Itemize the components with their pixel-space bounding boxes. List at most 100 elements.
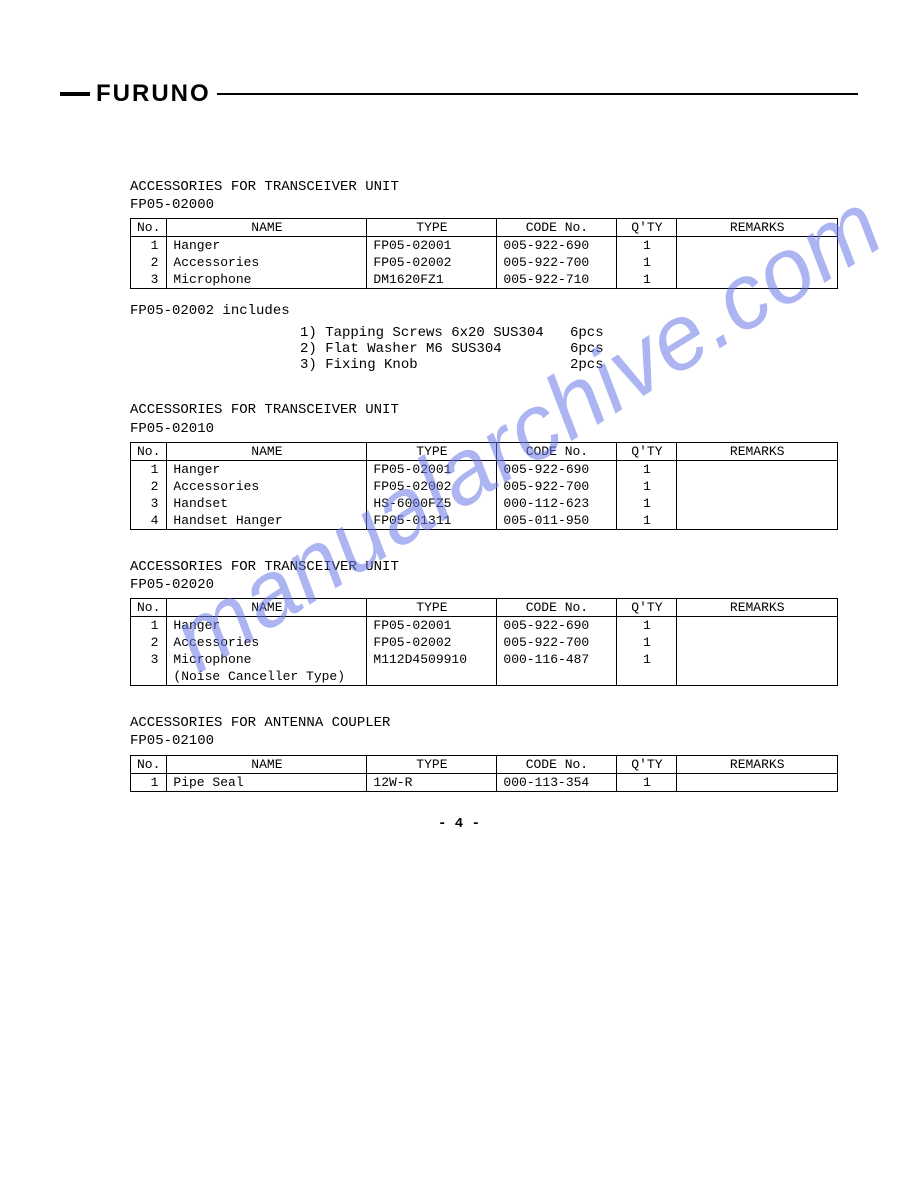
col-header-type: TYPE xyxy=(367,755,497,773)
cell-type: 12W-R xyxy=(367,773,497,791)
col-header-no: No. xyxy=(131,219,167,237)
cell-code: 005-922-690 xyxy=(497,617,617,635)
cell-remarks xyxy=(677,254,838,271)
table-row: 3 Microphone M112D4509910 000-116-487 1 xyxy=(131,651,838,668)
parts-table: No. NAME TYPE CODE No. Q'TY REMARKS 1 Ha… xyxy=(130,442,838,530)
cell-no: 2 xyxy=(131,634,167,651)
section-02010: ACCESSORIES FOR TRANSCEIVER UNIT FP05-02… xyxy=(130,401,838,529)
cell-code: 000-116-487 xyxy=(497,651,617,668)
includes-list: 1) Tapping Screws 6x20 SUS304 6pcs 2) Fl… xyxy=(300,325,838,373)
cell-name: Pipe Seal xyxy=(167,773,367,791)
cell-type: FP05-02002 xyxy=(367,634,497,651)
section-title: ACCESSORIES FOR TRANSCEIVER UNIT FP05-02… xyxy=(130,178,838,214)
title-line-2: FP05-02000 xyxy=(130,196,838,214)
table-row: 2 Accessories FP05-02002 005-922-700 1 xyxy=(131,634,838,651)
cell-no: 1 xyxy=(131,773,167,791)
cell-qty: 1 xyxy=(617,617,677,635)
cell-type: FP05-02001 xyxy=(367,460,497,478)
includes-qty: 6pcs xyxy=(570,341,630,357)
cell-remarks xyxy=(677,495,838,512)
col-header-qty: Q'TY xyxy=(617,442,677,460)
table-row: 2 Accessories FP05-02002 005-922-700 1 xyxy=(131,254,838,271)
cell-code: 000-113-354 xyxy=(497,773,617,791)
header-rule: FURUNO xyxy=(60,80,858,108)
col-header-code: CODE No. xyxy=(497,442,617,460)
includes-item: 1) Tapping Screws 6x20 SUS304 6pcs xyxy=(300,325,838,341)
title-line-1: ACCESSORIES FOR TRANSCEIVER UNIT xyxy=(130,401,838,419)
col-header-name: NAME xyxy=(167,219,367,237)
cell-remarks xyxy=(677,512,838,530)
col-header-code: CODE No. xyxy=(497,219,617,237)
cell-no: 1 xyxy=(131,460,167,478)
cell-qty: 1 xyxy=(617,651,677,668)
cell-name: Handset Hanger xyxy=(167,512,367,530)
parts-table: No. NAME TYPE CODE No. Q'TY REMARKS 1 Pi… xyxy=(130,755,838,792)
cell-code: 005-922-700 xyxy=(497,254,617,271)
table-row: 1 Hanger FP05-02001 005-922-690 1 xyxy=(131,617,838,635)
cell-type: FP05-02001 xyxy=(367,237,497,255)
col-header-qty: Q'TY xyxy=(617,219,677,237)
cell-no: 1 xyxy=(131,237,167,255)
table-row: 1 Hanger FP05-02001 005-922-690 1 xyxy=(131,460,838,478)
col-header-no: No. xyxy=(131,599,167,617)
col-header-remarks: REMARKS xyxy=(677,599,838,617)
cell-remarks xyxy=(677,271,838,289)
col-header-name: NAME xyxy=(167,599,367,617)
cell-remarks xyxy=(677,773,838,791)
includes-desc: 2) Flat Washer M6 SUS304 xyxy=(300,341,570,357)
cell-remarks xyxy=(677,478,838,495)
table-row: (Noise Canceller Type) xyxy=(131,668,838,686)
includes-item: 2) Flat Washer M6 SUS304 6pcs xyxy=(300,341,838,357)
parts-table: No. NAME TYPE CODE No. Q'TY REMARKS 1 Ha… xyxy=(130,218,838,289)
cell-no: 3 xyxy=(131,271,167,289)
page-number: - 4 - xyxy=(0,816,918,832)
cell-qty xyxy=(617,668,677,686)
cell-remarks xyxy=(677,460,838,478)
cell-name: Accessories xyxy=(167,254,367,271)
cell-remarks xyxy=(677,668,838,686)
includes-label: FP05-02002 includes xyxy=(130,303,838,319)
table-header-row: No. NAME TYPE CODE No. Q'TY REMARKS xyxy=(131,599,838,617)
cell-no: 4 xyxy=(131,512,167,530)
includes-desc: 1) Tapping Screws 6x20 SUS304 xyxy=(300,325,570,341)
cell-no: 1 xyxy=(131,617,167,635)
table-row: 3 Microphone DM1620FZ1 005-922-710 1 xyxy=(131,271,838,289)
col-header-no: No. xyxy=(131,755,167,773)
cell-qty: 1 xyxy=(617,254,677,271)
cell-type: HS-6000FZ5 xyxy=(367,495,497,512)
cell-remarks xyxy=(677,617,838,635)
cell-code: 005-922-690 xyxy=(497,237,617,255)
table-row: 3 Handset HS-6000FZ5 000-112-623 1 xyxy=(131,495,838,512)
col-header-code: CODE No. xyxy=(497,599,617,617)
table-row: 1 Pipe Seal 12W-R 000-113-354 1 xyxy=(131,773,838,791)
cell-no: 3 xyxy=(131,495,167,512)
col-header-remarks: REMARKS xyxy=(677,442,838,460)
title-line-2: FP05-02010 xyxy=(130,420,838,438)
section-title: ACCESSORIES FOR TRANSCEIVER UNIT FP05-02… xyxy=(130,558,838,594)
cell-name: Hanger xyxy=(167,237,367,255)
table-header-row: No. NAME TYPE CODE No. Q'TY REMARKS xyxy=(131,755,838,773)
cell-no: 3 xyxy=(131,651,167,668)
includes-desc: 3) Fixing Knob xyxy=(300,357,570,373)
title-line-1: ACCESSORIES FOR TRANSCEIVER UNIT xyxy=(130,178,838,196)
col-header-name: NAME xyxy=(167,755,367,773)
cell-name: Hanger xyxy=(167,617,367,635)
cell-remarks xyxy=(677,651,838,668)
cell-code xyxy=(497,668,617,686)
section-02000: ACCESSORIES FOR TRANSCEIVER UNIT FP05-02… xyxy=(130,178,838,373)
cell-name: Microphone xyxy=(167,271,367,289)
section-02100: ACCESSORIES FOR ANTENNA COUPLER FP05-021… xyxy=(130,714,838,791)
cell-qty: 1 xyxy=(617,495,677,512)
cell-code: 000-112-623 xyxy=(497,495,617,512)
cell-type: FP05-01311 xyxy=(367,512,497,530)
col-header-type: TYPE xyxy=(367,219,497,237)
table-header-row: No. NAME TYPE CODE No. Q'TY REMARKS xyxy=(131,442,838,460)
col-header-name: NAME xyxy=(167,442,367,460)
parts-table: No. NAME TYPE CODE No. Q'TY REMARKS 1 Ha… xyxy=(130,598,838,686)
cell-no xyxy=(131,668,167,686)
cell-qty: 1 xyxy=(617,237,677,255)
cell-name: Accessories xyxy=(167,478,367,495)
section-title: ACCESSORIES FOR ANTENNA COUPLER FP05-021… xyxy=(130,714,838,750)
cell-name: (Noise Canceller Type) xyxy=(167,668,367,686)
col-header-qty: Q'TY xyxy=(617,755,677,773)
